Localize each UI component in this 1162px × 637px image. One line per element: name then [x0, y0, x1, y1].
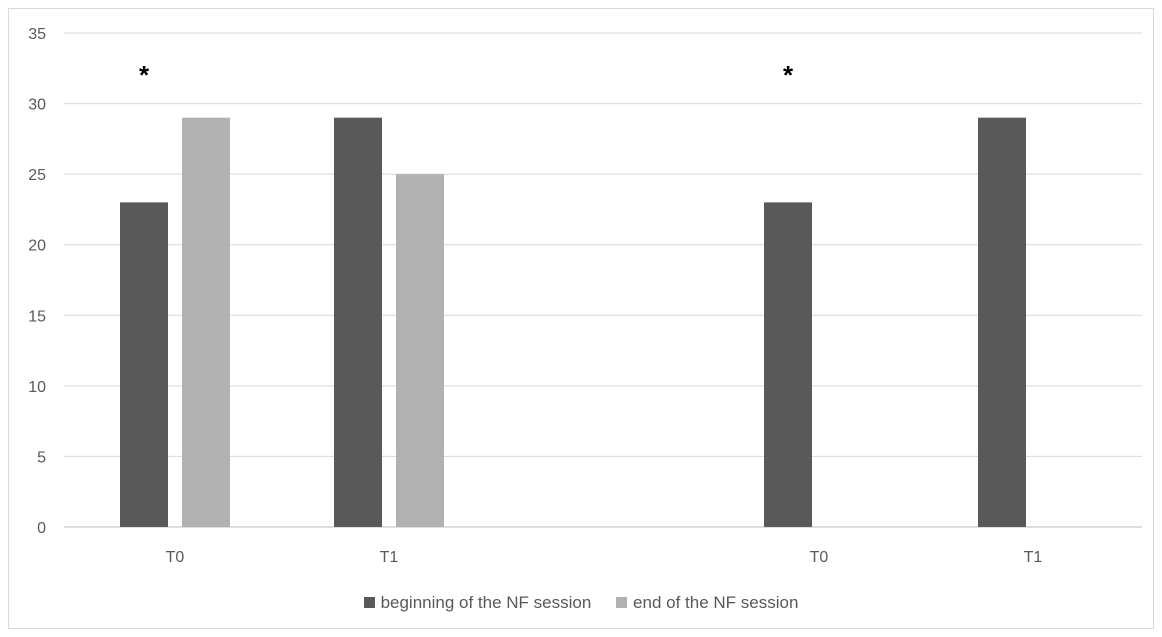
- y-tick-label-15: 15: [28, 308, 46, 325]
- y-tick-label-20: 20: [28, 238, 46, 255]
- bars: [120, 117, 1026, 527]
- bar-beginning-3: [978, 117, 1026, 527]
- grid: [64, 32, 1142, 528]
- y-tick-label-10: 10: [28, 379, 46, 396]
- y-axis-ticks: 0 5 10 15 20 25 30 35: [28, 26, 46, 537]
- y-tick-label-25: 25: [28, 167, 46, 184]
- bar-beginning-0: [120, 202, 168, 527]
- significance-asterisk-1: *: [783, 60, 794, 90]
- legend-item-beginning: beginning of the NF session: [363, 592, 592, 613]
- legend-swatch-beginning: [363, 596, 375, 608]
- x-tick-label-2: T0: [810, 549, 829, 566]
- bar-end-0: [182, 117, 230, 527]
- y-tick-label-30: 30: [28, 97, 46, 114]
- significance-asterisk-0: *: [139, 60, 150, 90]
- legend: beginning of the NF session end of the N…: [0, 592, 1162, 613]
- legend-label-end: end of the NF session: [633, 592, 799, 612]
- legend-swatch-end: [616, 596, 628, 608]
- bar-end-1: [396, 174, 444, 527]
- y-tick-label-35: 35: [28, 26, 46, 43]
- y-tick-label-5: 5: [37, 449, 46, 466]
- bar-beginning-1: [334, 117, 382, 527]
- x-axis-labels: T0 T1 T0 T1: [166, 549, 1043, 566]
- legend-label-beginning: beginning of the NF session: [380, 592, 592, 612]
- x-tick-label-0: T0: [166, 549, 185, 566]
- annotations: * *: [139, 60, 794, 90]
- legend-item-end: end of the NF session: [616, 593, 798, 613]
- bar-beginning-2: [764, 202, 812, 527]
- y-tick-label-0: 0: [37, 520, 46, 537]
- x-tick-label-3: T1: [1024, 549, 1043, 566]
- x-tick-label-1: T1: [380, 549, 399, 566]
